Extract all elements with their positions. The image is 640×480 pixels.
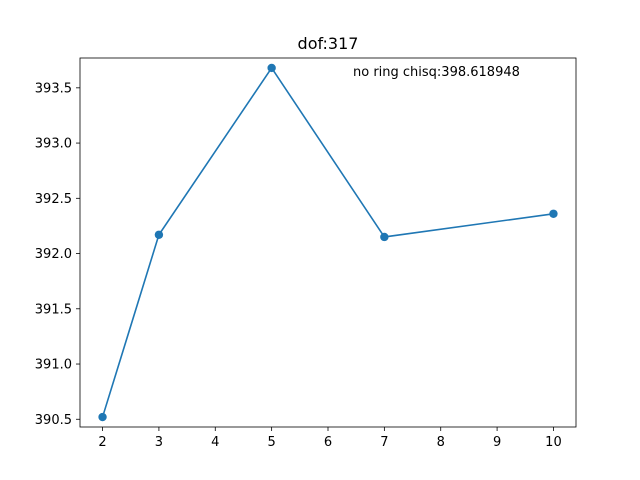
x-tick-label: 5: [267, 435, 275, 450]
y-tick-label: 392.5: [35, 192, 72, 207]
x-tick-label: 8: [437, 435, 445, 450]
x-tick-label: 2: [98, 435, 106, 450]
data-point: [154, 230, 164, 239]
x-tick-label: 4: [211, 435, 219, 450]
plot-area: [98, 63, 558, 422]
data-point: [380, 232, 389, 242]
data-point: [98, 412, 107, 422]
y-tick-label: 390.5: [35, 413, 72, 428]
y-tick-label: 393.5: [35, 81, 72, 96]
axes-frame: [79, 57, 577, 428]
x-tick-label: 9: [493, 435, 501, 450]
data-point: [267, 63, 276, 73]
x-tick-label: 3: [155, 435, 163, 450]
data-point: [549, 209, 558, 218]
y-tick-label: 391.0: [35, 358, 72, 373]
axes: 2 3 4 5 6 7 8 9 10 390.5 391.0 391.5 392.0 392.5 393.0…: [35, 57, 577, 450]
y-tick-label: 393.0: [35, 137, 72, 152]
series-line: [101, 66, 554, 418]
x-tick-label: 6: [324, 435, 332, 450]
chart-title: dof:317: [298, 34, 359, 53]
x-tick-label: 10: [545, 435, 562, 450]
x-tick-label: 7: [380, 435, 388, 450]
y-tick-label: 392.0: [35, 247, 72, 262]
y-tick-label: 391.5: [35, 302, 72, 317]
chart-annotation: no ring chisq:398.618948: [353, 65, 520, 80]
